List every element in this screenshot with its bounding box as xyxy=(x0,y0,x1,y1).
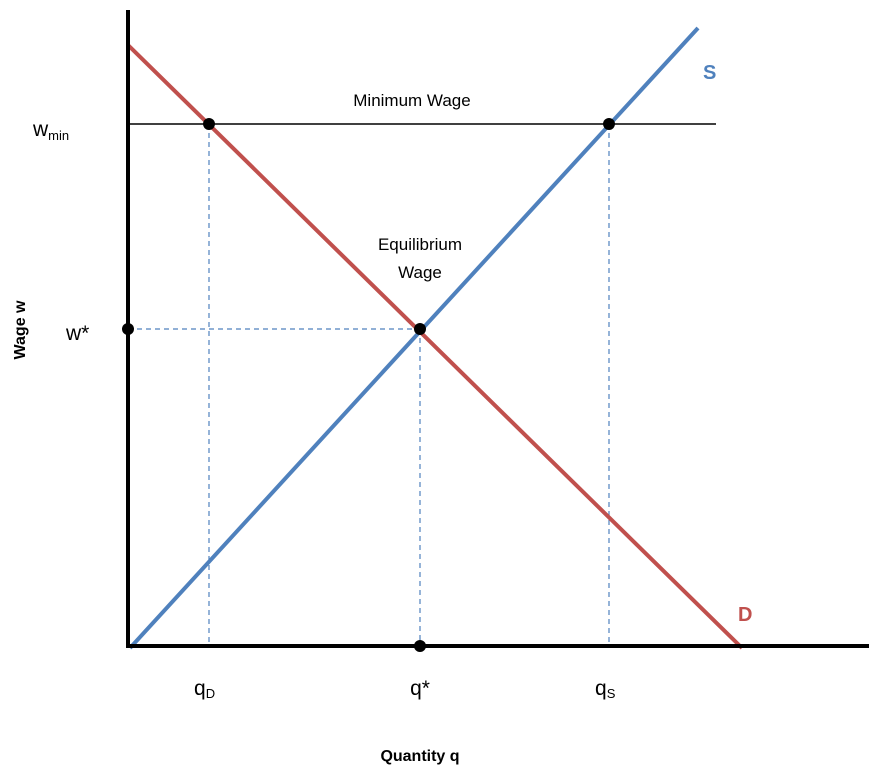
points xyxy=(122,118,615,652)
label-base: q xyxy=(595,677,607,700)
demand-label: D xyxy=(738,604,752,626)
label-base: q xyxy=(194,677,206,700)
label-sub: S xyxy=(607,686,616,701)
x-axis-label: Quantity q xyxy=(380,748,459,765)
equilibrium-label: Wage xyxy=(398,263,442,282)
q-d-label: qD xyxy=(194,677,215,701)
label-base: w xyxy=(32,118,49,141)
equilibrium-label: Equilibrium xyxy=(378,235,462,254)
point xyxy=(203,118,215,130)
supply-curve xyxy=(128,26,700,650)
w-star-label: w* xyxy=(65,322,89,345)
w-min-label: wmin xyxy=(32,118,69,143)
point xyxy=(603,118,615,130)
label-sub: min xyxy=(48,128,69,143)
supply-label: S xyxy=(703,62,716,84)
demand-curve xyxy=(126,43,744,650)
point xyxy=(414,323,426,335)
label-sub: D xyxy=(206,686,215,701)
q-s-label: qS xyxy=(595,677,616,701)
y-axis-label: Wage w xyxy=(12,300,29,360)
point xyxy=(122,323,134,335)
minimum-wage-label: Minimum Wage xyxy=(353,91,470,110)
q-star-label: q* xyxy=(410,677,430,700)
point xyxy=(414,640,426,652)
